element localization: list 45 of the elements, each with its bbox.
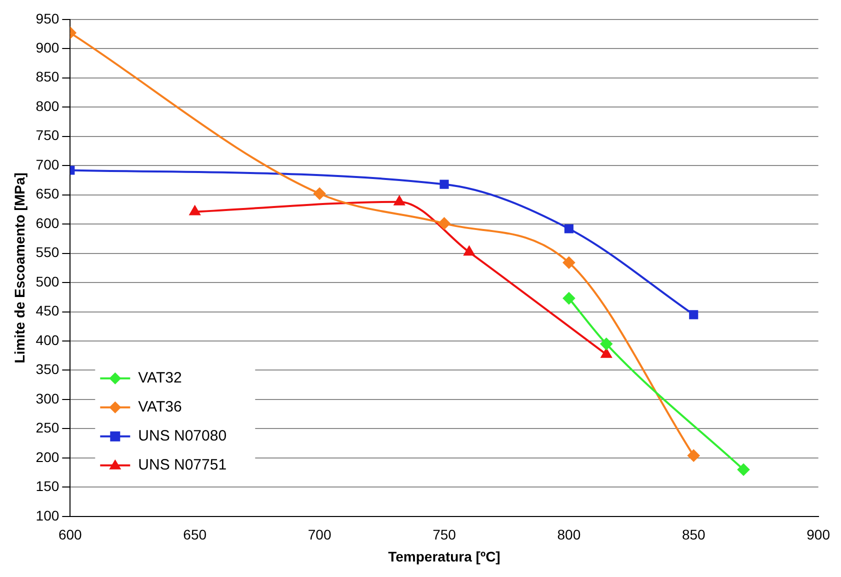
point <box>440 180 449 189</box>
legend-label: VAT36 <box>138 398 182 416</box>
point <box>562 292 575 304</box>
y-tick-label: 850 <box>36 68 60 85</box>
x-tick-label: 900 <box>806 526 830 543</box>
point <box>190 206 200 216</box>
y-tick-label: 350 <box>36 361 60 378</box>
y-tick-label: 900 <box>36 39 60 56</box>
y-tick-label: 150 <box>36 478 60 494</box>
y-tick-label: 950 <box>36 10 60 26</box>
y-tick-label: 650 <box>36 186 60 202</box>
y-tick-label: 400 <box>36 332 60 348</box>
y-tick-label: 300 <box>36 390 60 406</box>
x-tick-label: 700 <box>308 526 332 543</box>
y-axis-title: Limite de Escoamento [MPa] <box>11 172 28 364</box>
y-tick-label: 600 <box>36 214 60 231</box>
y-tick-label: 100 <box>36 507 60 524</box>
point <box>601 348 612 358</box>
legend-label: VAT32 <box>138 370 182 387</box>
legend-label: UNS N07080 <box>138 428 227 445</box>
point <box>394 196 405 206</box>
point <box>688 450 700 462</box>
x-tick-label: 800 <box>557 526 581 543</box>
point <box>562 256 575 269</box>
y-tick-label: 700 <box>36 156 60 172</box>
x-tick-label: 750 <box>432 526 456 543</box>
point <box>600 338 612 350</box>
point <box>464 246 475 256</box>
y-tick-label: 750 <box>36 127 60 144</box>
y-tick-label: 500 <box>36 273 60 290</box>
x-axis-title: Temperatura [ºC] <box>388 548 500 564</box>
point <box>438 217 450 230</box>
point <box>689 310 698 320</box>
x-tick-label: 850 <box>682 526 706 543</box>
x-tick-label: 600 <box>58 526 82 543</box>
y-tick-label: 800 <box>36 98 60 114</box>
point <box>738 464 750 476</box>
legend-label: UNS N07751 <box>138 456 227 474</box>
point <box>314 188 326 200</box>
y-tick-label: 250 <box>36 420 60 436</box>
y-tick-label: 200 <box>36 448 60 465</box>
y-tick-label: 550 <box>36 244 60 260</box>
point <box>564 224 574 234</box>
y-tick-label: 450 <box>36 302 60 319</box>
x-tick-label: 650 <box>183 526 207 543</box>
